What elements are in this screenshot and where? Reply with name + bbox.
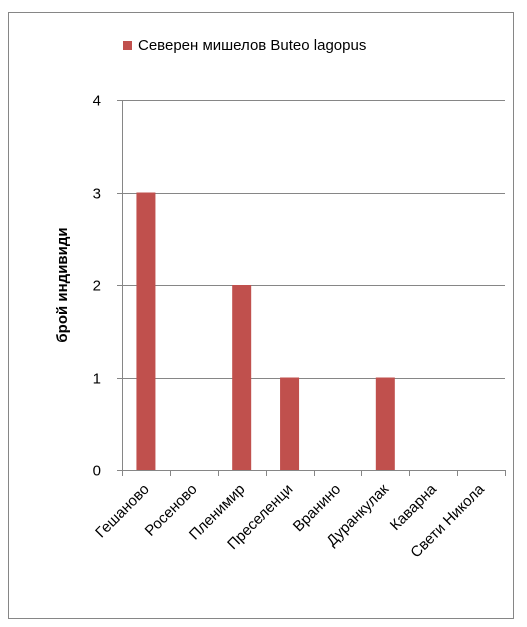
- bar: [232, 285, 252, 470]
- y-tick-label: 1: [93, 371, 101, 388]
- y-tick-label: 4: [93, 93, 101, 110]
- bar: [136, 192, 156, 470]
- y-tick-label: 0: [93, 463, 101, 480]
- y-tick-label: 3: [93, 186, 101, 203]
- bars: [136, 192, 395, 470]
- legend-label: Северен мишелов Buteo lagopus: [138, 37, 366, 54]
- gridlines: [122, 100, 505, 379]
- y-tick-label: 2: [93, 278, 101, 295]
- bar: [375, 377, 395, 470]
- y-tick-labels: 0 1 2 3 4: [93, 93, 101, 480]
- bar: [280, 377, 300, 470]
- axes: [117, 100, 506, 476]
- legend: Северен мишелов Buteo lagopus: [123, 37, 366, 54]
- legend-swatch: [123, 41, 132, 50]
- y-axis-title: брой индивиди: [54, 227, 71, 342]
- chart-border: [8, 12, 514, 619]
